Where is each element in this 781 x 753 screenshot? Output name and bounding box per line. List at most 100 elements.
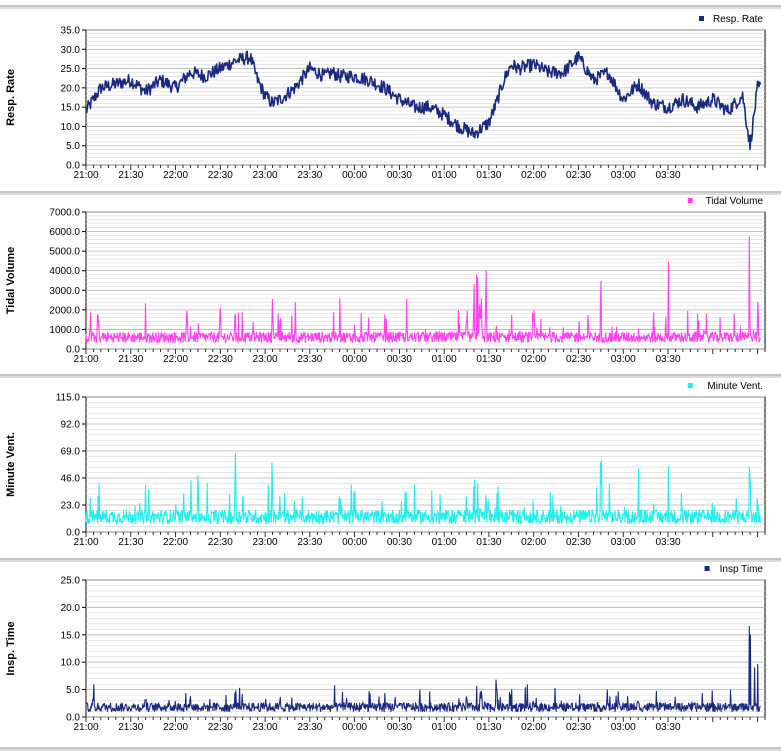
x-tick-label: 00:00 [342,722,367,733]
y-tick-label: 15.0 [61,103,81,114]
series-line [85,50,762,151]
x-tick-label: 01:30 [476,354,501,365]
chart-panel-4: 0.0 5.0 10.0 15.0 20.0 25.0 21:00 21:30 22:00 22:… [0,558,781,733]
chart-panel-3: 0.0 23.0 46.0 69.0 92.0 115.0 21:00 21:30 22:00 2… [0,374,781,548]
x-tick-label: 23:30 [297,722,322,733]
y-tick-label: 0.0 [66,528,80,539]
y-tick-label: 0.0 [66,161,80,172]
y-tick-label: 4000.0 [49,266,80,277]
x-tick-label: 23:30 [297,537,322,548]
x-tick-label: 00:30 [387,354,412,365]
x-tick-label: 21:30 [118,170,143,181]
legend-swatch [699,16,704,21]
x-tick-label: 01:00 [432,537,457,548]
x-tick-label: 21:30 [118,354,143,365]
x-tick-label: 00:30 [387,722,412,733]
y-axis-label: Insp. Time [5,621,17,675]
x-tick-label: 21:00 [73,354,98,365]
y-tick-label: 0.0 [66,713,80,724]
y-axis-label: Tidal Volume [5,247,17,314]
x-tick-label: 22:00 [163,537,188,548]
x-tick-label: 03:30 [655,537,680,548]
series-line [85,236,761,344]
x-tick-label: 22:00 [163,170,188,181]
x-tick-label: 03:30 [655,722,680,733]
y-tick-label: 92.0 [61,420,81,431]
chart-panel-1: 0.0 5.0 10.0 15.0 20.0 25.0 30.0 35.0 21:00 21:30… [0,5,781,181]
plot-area [85,579,766,718]
series-line [85,452,761,525]
y-tick-label: 5.0 [66,685,80,696]
x-tick-label: 21:00 [73,537,98,548]
y-tick-label: 5.0 [66,141,80,152]
x-tick-label: 22:30 [208,722,233,733]
y-tick-label: 115.0 [56,393,81,404]
x-tick-label: 03:30 [655,170,680,181]
x-tick-label: 01:30 [476,170,501,181]
x-tick-label: 22:00 [163,354,188,365]
x-tick-label: 23:30 [297,170,322,181]
y-tick-label: 30.0 [61,45,81,56]
x-tick-label: 01:30 [476,537,501,548]
y-tick-label: 6000.0 [49,227,80,238]
x-tick-label: 03:00 [611,354,636,365]
x-tick-label: 23:00 [253,170,278,181]
x-tick-label: 01:30 [476,722,501,733]
legend-swatch [687,383,693,388]
y-tick-label: 20.0 [61,83,81,94]
x-tick-label: 03:00 [611,170,636,181]
x-tick-label: 02:30 [566,170,591,181]
plot-area [85,211,766,350]
y-tick-label: 35.0 [61,26,81,37]
legend-swatch [704,566,710,571]
x-tick-label: 00:00 [342,537,367,548]
y-tick-label: 25.0 [61,576,81,587]
y-tick-label: 0.0 [66,345,80,356]
y-tick-label: 46.0 [61,474,81,485]
legend-swatch [687,198,693,203]
x-tick-label: 23:00 [253,537,278,548]
x-tick-label: 23:30 [297,354,322,365]
y-axis-label: Resp. Rate [5,69,17,126]
legend-label: Tidal Volume [706,196,764,207]
x-tick-label: 00:00 [342,354,367,365]
x-tick-label: 02:00 [521,354,546,365]
series-line [85,625,761,713]
legend-label: Minute Vent. [707,381,763,392]
x-tick-label: 01:00 [432,170,457,181]
x-tick-label: 22:00 [163,722,188,733]
x-tick-label: 21:30 [118,537,143,548]
x-tick-label: 02:30 [566,354,591,365]
legend-label: Insp Time [720,564,764,575]
y-tick-label: 69.0 [61,447,81,458]
x-tick-label: 02:30 [566,537,591,548]
x-tick-label: 02:00 [521,170,546,181]
plot-area [85,29,766,166]
y-tick-label: 10.0 [61,658,81,669]
x-tick-label: 22:30 [208,354,233,365]
x-tick-label: 22:30 [208,537,233,548]
x-tick-label: 23:00 [253,722,278,733]
y-tick-label: 5000.0 [49,247,80,258]
x-tick-label: 00:30 [387,170,412,181]
y-axis-label: Minute Vent. [5,432,17,497]
chart-panel-2: 0.0 1000.0 2000.0 3000.0 4000.0 5000.0 6000.0 7… [0,191,781,365]
x-tick-label: 21:00 [73,722,98,733]
y-tick-label: 10.0 [61,122,81,133]
y-tick-label: 23.0 [61,501,81,512]
y-tick-label: 25.0 [61,64,81,75]
y-tick-label: 7000.0 [49,208,80,219]
x-tick-label: 21:00 [73,170,98,181]
y-tick-label: 15.0 [61,630,81,641]
x-tick-label: 01:00 [432,354,457,365]
x-tick-label: 02:00 [521,537,546,548]
x-tick-label: 00:30 [387,537,412,548]
x-tick-label: 01:00 [432,722,457,733]
y-tick-label: 2000.0 [49,305,80,316]
x-tick-label: 00:00 [342,170,367,181]
x-tick-label: 03:30 [655,354,680,365]
y-tick-label: 20.0 [61,603,81,614]
x-tick-label: 02:30 [566,722,591,733]
x-tick-label: 03:00 [611,722,636,733]
